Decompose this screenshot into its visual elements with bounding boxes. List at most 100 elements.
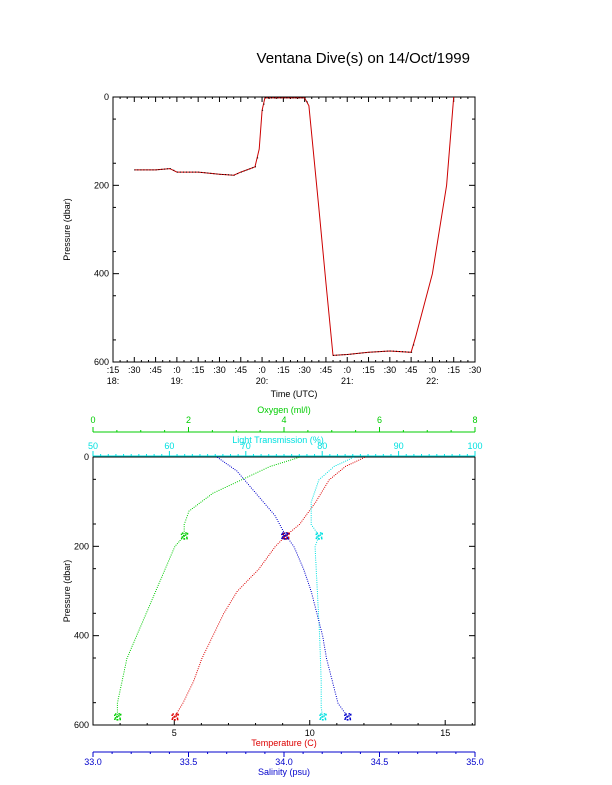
top-chart-frame (112, 96, 476, 363)
temperature-cluster-point (172, 717, 174, 719)
temperature-point (335, 474, 337, 475)
pressure-data-point (289, 97, 291, 99)
light_transmission-point (314, 489, 316, 491)
temperature-tick-label: 15 (440, 728, 450, 738)
oxygen-point (174, 546, 176, 548)
salinity-point (261, 499, 263, 501)
pressure-data-point (362, 352, 364, 354)
temperature-point (253, 573, 255, 575)
oxygen-point (263, 468, 265, 470)
light_transmission-point (343, 461, 345, 463)
oxygen-cluster-point (119, 717, 121, 719)
temperature-point (311, 506, 313, 508)
salinity-point (336, 698, 338, 700)
oxygen-point (149, 603, 151, 605)
temperature-point (205, 649, 207, 651)
temperature-cluster-point (171, 718, 173, 720)
oxygen-point (210, 494, 212, 495)
oxygen-cluster-point (186, 536, 188, 539)
pressure-data-point (152, 169, 154, 171)
bottom-y-tick-label: 400 (74, 631, 89, 641)
light_transmission-point (314, 529, 316, 531)
temperature-cluster-point (173, 719, 176, 721)
pressure-data-point (413, 344, 415, 346)
salinity-point (323, 642, 325, 644)
temperature-point (203, 653, 205, 655)
temperature-point (194, 676, 196, 678)
salinity-point (325, 653, 327, 655)
light-transmission-axis-label: Light Transmission (%) (232, 435, 324, 445)
salinity-point (299, 560, 301, 562)
salinity-cluster-point (283, 535, 286, 537)
light_transmission-point (320, 678, 322, 680)
oxygen-point (277, 463, 279, 465)
salinity-point (311, 593, 313, 595)
salinity-cluster-point (286, 537, 289, 540)
light-transmission-tick-label: 70 (241, 441, 251, 451)
oxygen-point (284, 461, 285, 463)
salinity-point (275, 517, 277, 519)
oxygen-point (198, 502, 200, 504)
oxygen-point (207, 496, 209, 498)
light_transmission-cluster-point (321, 537, 323, 540)
salinity-point (301, 564, 303, 566)
temperature-point (194, 678, 195, 680)
oxygen-point (275, 464, 277, 465)
temperature-point (333, 475, 335, 477)
light_transmission-cluster-point (323, 713, 326, 715)
temperature-point (176, 712, 178, 714)
light_transmission-point (315, 555, 316, 557)
temperature-point (181, 704, 183, 706)
salinity-point (310, 589, 311, 590)
light_transmission-point (320, 675, 322, 677)
oxygen-point (183, 530, 185, 532)
salinity-cluster-point (281, 537, 283, 540)
light_transmission-point (316, 591, 318, 592)
light-transmission-tick-label: 100 (467, 441, 482, 451)
pressure-data-point (237, 173, 239, 175)
top-y-tick-label: 200 (94, 180, 109, 190)
temperature-point (196, 670, 198, 672)
light-transmission-tick-label: 90 (394, 441, 404, 451)
salinity-point (297, 556, 299, 558)
oxygen-point (245, 477, 247, 479)
oxygen-point (290, 459, 292, 461)
pressure-data-point (402, 351, 403, 353)
oxygen-point (155, 589, 157, 590)
salinity-point (243, 479, 245, 480)
oxygen-point (116, 713, 118, 715)
salinity-point (316, 613, 318, 615)
top-x-tick-label: :15 (362, 365, 375, 375)
salinity-point (281, 529, 283, 530)
salinity-point (341, 708, 343, 710)
top-x-tick-label: :15 (192, 365, 205, 375)
temperature-point (204, 651, 206, 653)
salinity-point (278, 523, 280, 524)
temperature-point (290, 531, 292, 532)
top-y-tick-label: 600 (94, 357, 109, 367)
pressure-data-point (262, 109, 264, 111)
oxygen-point (138, 629, 140, 631)
light_transmission-point (312, 497, 314, 499)
oxygen-point (175, 544, 177, 546)
pressure-data-point (344, 354, 346, 356)
top-x-hour-label: 22: (426, 376, 439, 386)
light_transmission-point (316, 584, 318, 586)
oxygen-point (124, 666, 126, 668)
oxygen-point (267, 466, 269, 468)
temperature-point (198, 666, 200, 668)
top-chart-ticks: :15:30:45:0:15:30:45:0:15:30:45:0:15:30:… (94, 92, 481, 386)
oxygen-point (230, 484, 232, 486)
oxygen-cluster-point (114, 718, 116, 720)
pressure-data-point (198, 171, 200, 173)
pressure-data-point (341, 354, 343, 356)
pressure-data-point (228, 174, 229, 176)
light_transmission-point (321, 713, 323, 715)
temperature-point (330, 478, 332, 479)
pressure-data-point (240, 171, 242, 173)
salinity-point (334, 689, 335, 691)
temperature-point (270, 551, 272, 553)
light_transmission-point (316, 539, 318, 541)
pressure-data-point (176, 171, 178, 173)
temperature-point (241, 586, 243, 588)
